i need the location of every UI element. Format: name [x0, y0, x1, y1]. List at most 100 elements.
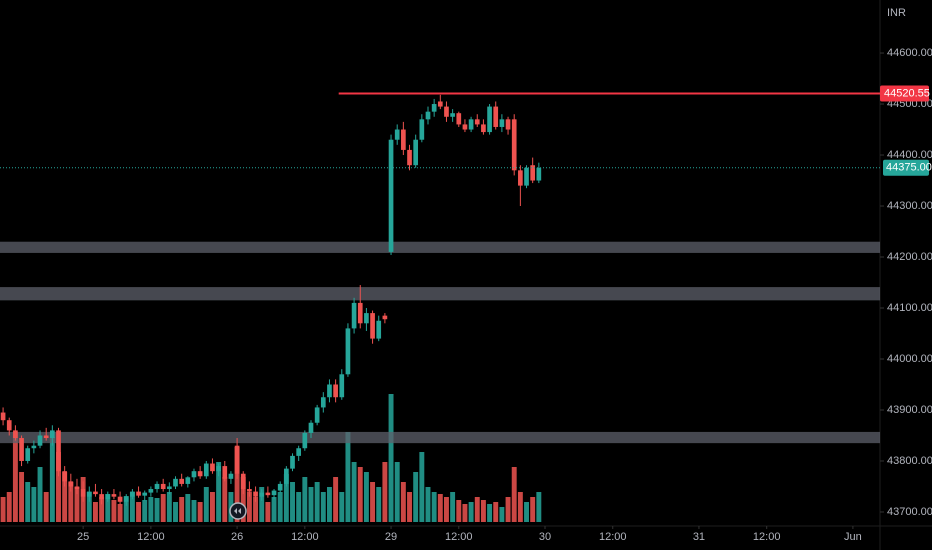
- candle-body: [142, 492, 148, 496]
- y-tick-label: 44100.00: [887, 302, 932, 314]
- candle-body: [425, 111, 431, 120]
- volume-bar: [240, 477, 246, 522]
- volume-bar: [314, 482, 320, 522]
- volume-bar: [68, 482, 74, 522]
- candle-body: [265, 492, 271, 496]
- volume-bar: [234, 447, 240, 522]
- y-tick-label: 43800.00: [887, 455, 932, 467]
- candle-body: [117, 496, 123, 502]
- volume-bar: [456, 500, 462, 522]
- zone: [0, 241, 880, 253]
- candle-body: [6, 420, 12, 431]
- x-tick-label: 26: [231, 531, 243, 543]
- volume-bar: [166, 492, 172, 522]
- candle-body: [154, 483, 160, 490]
- x-tick-label: 29: [385, 531, 397, 543]
- candle-body: [518, 170, 523, 186]
- volume-bar: [499, 507, 505, 522]
- candle-body: [290, 455, 295, 469]
- volume-bar: [203, 487, 209, 522]
- candle-body: [302, 432, 308, 449]
- volume-bar: [12, 432, 18, 522]
- x-tick-label: 12:00: [137, 531, 165, 543]
- candle-body: [86, 491, 92, 497]
- volume-bar: [474, 497, 480, 522]
- volume-bar: [376, 487, 382, 522]
- volume-bar: [148, 497, 154, 522]
- x-tick-label: 12:00: [753, 531, 781, 543]
- x-tick-label: 12:00: [599, 531, 627, 543]
- candle-body: [222, 466, 228, 479]
- candle-body: [413, 139, 419, 166]
- candle-body: [167, 486, 172, 490]
- volume-bar: [253, 497, 259, 522]
- volume-bar: [425, 487, 431, 522]
- volume-bar: [413, 472, 419, 522]
- candle-body: [160, 483, 166, 490]
- volume-bar: [302, 477, 308, 522]
- zone: [0, 431, 880, 444]
- candle-body: [530, 165, 536, 181]
- candle-body: [123, 496, 129, 502]
- volume-bar: [536, 492, 542, 522]
- volume-bar: [6, 492, 12, 522]
- volume-bar: [19, 472, 25, 522]
- zone: [0, 287, 880, 301]
- currency-label: INR: [887, 7, 906, 19]
- y-tick-label: 43700.00: [887, 506, 932, 518]
- candle-body: [62, 471, 68, 482]
- candle-body: [136, 491, 141, 496]
- candle-body: [216, 466, 221, 472]
- volume-bar: [117, 504, 123, 522]
- volume-bar: [86, 492, 92, 522]
- candle-body: [394, 129, 400, 140]
- volume-bar: [363, 472, 369, 522]
- candle-body: [333, 384, 338, 398]
- candle-body: [468, 119, 474, 130]
- candle-body: [0, 412, 6, 421]
- candle-body: [499, 119, 505, 127]
- volume-bar: [407, 492, 412, 522]
- candle-body: [437, 101, 443, 107]
- volume-bar: [265, 502, 271, 522]
- volume-bar: [0, 497, 6, 522]
- candle-body: [13, 430, 18, 439]
- candle-body: [259, 492, 265, 497]
- volume-bar: [31, 487, 37, 522]
- candle-body: [25, 448, 31, 461]
- volume-bar: [339, 492, 345, 522]
- y-tick-label: 44200.00: [887, 251, 932, 263]
- candle-body: [481, 124, 486, 133]
- volume-bar: [345, 432, 351, 522]
- level-label: 44520.55: [884, 87, 930, 99]
- volume-bar: [99, 497, 105, 522]
- candle-body: [43, 435, 49, 439]
- event-marker: [229, 502, 247, 520]
- volume-bar: [487, 504, 493, 522]
- volume-bar: [290, 482, 295, 522]
- candle-body: [345, 328, 351, 375]
- volume-bar: [419, 452, 425, 522]
- candle-body: [456, 113, 462, 125]
- volume-bar: [154, 498, 160, 522]
- candle-body: [511, 119, 517, 171]
- candle-body: [401, 129, 406, 150]
- volume-bar: [179, 497, 185, 522]
- volume-bar: [246, 492, 252, 522]
- volume-bar: [56, 452, 61, 522]
- volume-bar: [25, 482, 31, 522]
- candle-body: [93, 491, 98, 495]
- candle-body: [111, 494, 117, 497]
- candle-body: [431, 104, 437, 112]
- candle-body: [370, 313, 375, 339]
- candle-body: [474, 119, 480, 125]
- candle-body: [284, 468, 289, 484]
- volume-bar: [105, 494, 111, 522]
- candle-body: [148, 489, 154, 493]
- volume-bar: [43, 492, 49, 522]
- x-tick-label: 12:00: [291, 531, 319, 543]
- x-tick-label: 25: [77, 531, 89, 543]
- candle-body: [31, 445, 37, 449]
- volume-bar: [517, 492, 523, 522]
